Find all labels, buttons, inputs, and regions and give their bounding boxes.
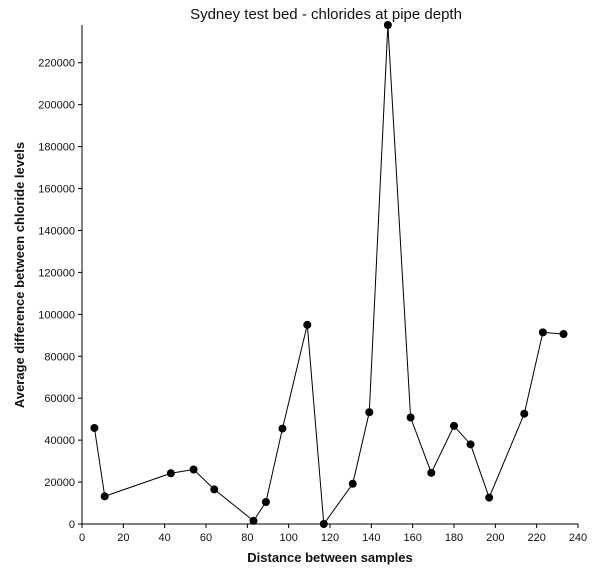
- data-point: [427, 468, 436, 477]
- x-tick-label: 180: [445, 532, 463, 544]
- data-point: [485, 493, 494, 502]
- data-point: [166, 469, 175, 478]
- y-tick-label: 180000: [38, 142, 75, 154]
- y-tick-label: 120000: [38, 267, 75, 279]
- x-tick-label: 80: [241, 532, 253, 544]
- chart-title: Sydney test bed - chlorides at pipe dept…: [190, 6, 462, 23]
- x-tick-label: 160: [403, 532, 421, 544]
- y-axis: 0 20000 40000 60000 80000 100000 120000 140000 1…: [38, 25, 83, 531]
- data-point: [261, 497, 270, 506]
- data-point: [189, 465, 198, 474]
- y-tick-label: 140000: [38, 225, 75, 237]
- plot-area: [90, 21, 568, 528]
- data-point: [100, 492, 109, 501]
- x-tick-label: 0: [79, 532, 85, 544]
- x-tick-label: 120: [321, 532, 339, 544]
- series-line: [93, 24, 564, 526]
- data-point: [278, 424, 287, 433]
- y-tick-label: 0: [69, 519, 75, 531]
- data-point: [538, 328, 547, 337]
- y-tick-label: 220000: [38, 58, 75, 70]
- data-point: [348, 479, 357, 488]
- data-point: [520, 409, 529, 418]
- data-point: [90, 423, 99, 432]
- y-axis-label: Average difference between chloride leve…: [12, 142, 27, 408]
- data-point: [406, 413, 415, 422]
- x-axis-label: Distance between samples: [247, 550, 412, 565]
- x-tick-label: 20: [117, 532, 129, 544]
- y-tick-label: 60000: [44, 393, 75, 405]
- data-point: [466, 440, 475, 449]
- x-tick-label: 100: [279, 532, 297, 544]
- y-tick-label: 200000: [38, 100, 75, 112]
- x-tick-label: 140: [362, 532, 380, 544]
- data-point: [559, 330, 568, 339]
- data-point: [210, 485, 219, 494]
- x-tick-label: 60: [200, 532, 212, 544]
- x-tick-label: 200: [486, 532, 504, 544]
- y-tick-label: 100000: [38, 309, 75, 321]
- x-tick-label: 240: [569, 532, 587, 544]
- y-tick-label: 160000: [38, 184, 75, 196]
- data-point: [365, 408, 374, 417]
- data-point: [383, 21, 392, 29]
- x-axis: 0 20 40 60 80 100 120 140 160 180 200 220 240: [79, 523, 587, 544]
- data-point: [450, 421, 458, 430]
- y-tick-label: 80000: [44, 351, 75, 363]
- data-point: [249, 516, 258, 525]
- x-tick-label: 40: [159, 532, 171, 544]
- y-tick-label: 20000: [44, 477, 75, 489]
- y-tick-label: 40000: [44, 435, 75, 447]
- x-tick-label: 220: [527, 532, 545, 544]
- data-point: [303, 320, 312, 329]
